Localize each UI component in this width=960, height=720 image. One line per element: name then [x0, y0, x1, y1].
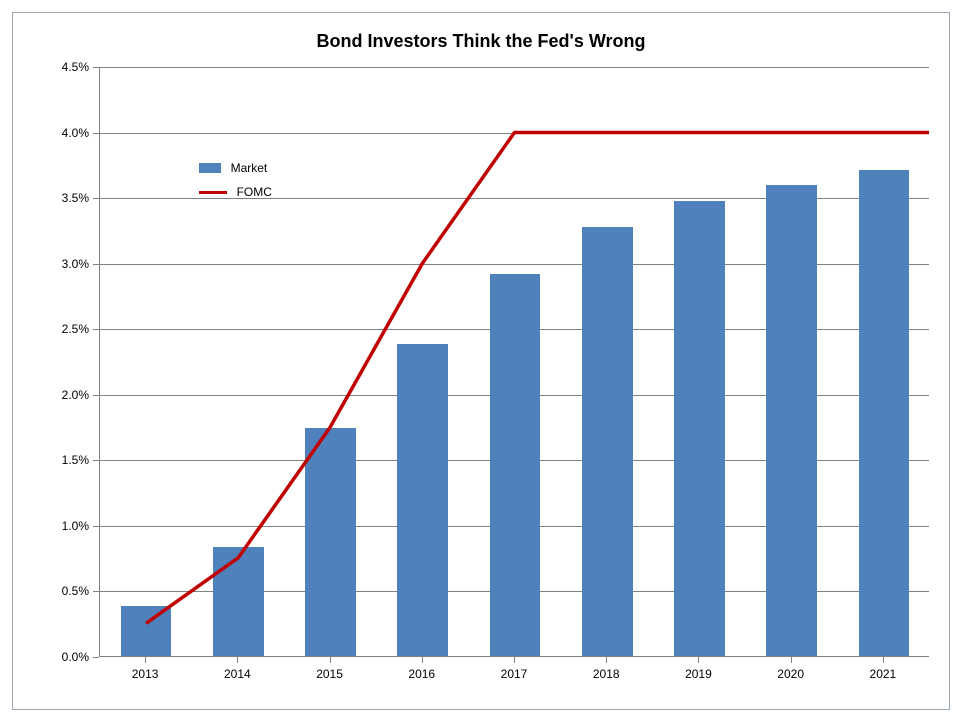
y-tick-label: 4.5%	[33, 60, 89, 74]
plot-area	[99, 67, 929, 657]
legend-item: FOMC	[199, 185, 272, 199]
y-tick-label: 0.0%	[33, 650, 89, 664]
x-tick-label: 2015	[316, 667, 343, 681]
x-tick-label: 2018	[593, 667, 620, 681]
y-tick-label: 4.0%	[33, 126, 89, 140]
x-tick-label: 2020	[777, 667, 804, 681]
fomc-line	[100, 67, 929, 656]
x-tick-mark	[422, 657, 423, 663]
legend-item: Market	[199, 161, 272, 175]
x-tick-mark	[237, 657, 238, 663]
y-tick-mark	[93, 657, 99, 658]
chart-title: Bond Investors Think the Fed's Wrong	[13, 31, 949, 52]
x-tick-mark	[514, 657, 515, 663]
y-tick-label: 1.0%	[33, 519, 89, 533]
x-tick-label: 2019	[685, 667, 712, 681]
y-tick-label: 1.5%	[33, 453, 89, 467]
legend-swatch-line	[199, 191, 227, 194]
x-tick-label: 2017	[501, 667, 528, 681]
x-tick-label: 2014	[224, 667, 251, 681]
y-tick-label: 3.5%	[33, 191, 89, 205]
legend-swatch-bar	[199, 163, 221, 173]
y-tick-label: 3.0%	[33, 257, 89, 271]
x-tick-mark	[330, 657, 331, 663]
x-tick-label: 2016	[408, 667, 435, 681]
x-tick-label: 2013	[132, 667, 159, 681]
y-tick-label: 2.0%	[33, 388, 89, 402]
x-tick-mark	[791, 657, 792, 663]
x-tick-label: 2021	[870, 667, 897, 681]
x-tick-mark	[606, 657, 607, 663]
legend: Market FOMC	[199, 161, 272, 209]
y-tick-label: 0.5%	[33, 584, 89, 598]
x-tick-mark	[145, 657, 146, 663]
y-tick-label: 2.5%	[33, 322, 89, 336]
chart-container: Bond Investors Think the Fed's Wrong 0.0…	[12, 12, 950, 710]
x-tick-mark	[698, 657, 699, 663]
x-tick-mark	[883, 657, 884, 663]
legend-label: Market	[231, 161, 268, 175]
legend-label: FOMC	[237, 185, 272, 199]
